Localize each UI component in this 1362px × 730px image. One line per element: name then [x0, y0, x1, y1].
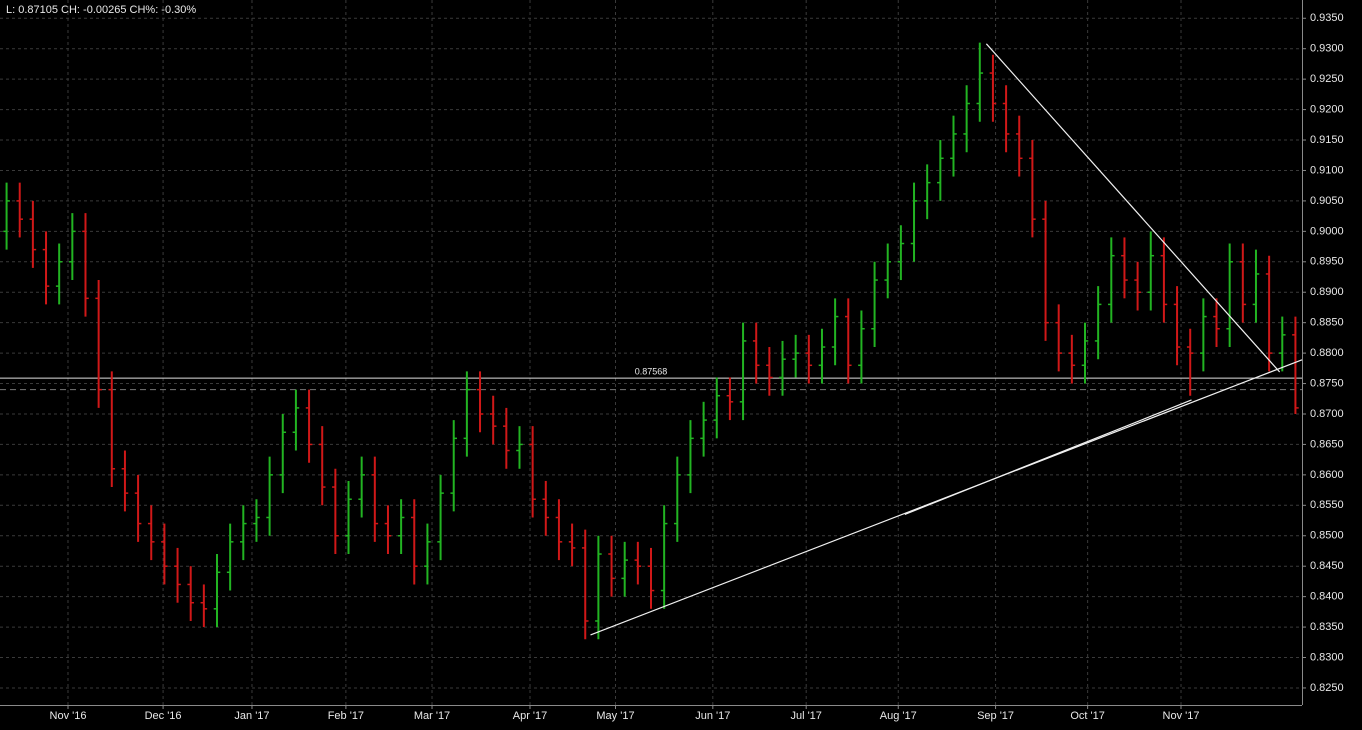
y-tick-label: 0.8300 — [1310, 651, 1344, 663]
y-tick-label: 0.8400 — [1310, 591, 1344, 603]
info-text: L: 0.87105 CH: -0.00265 CH%: -0.30% — [6, 4, 196, 16]
x-tick-label: Aug '17 — [880, 710, 917, 722]
y-tick-label: 0.8850 — [1310, 317, 1344, 329]
y-tick-label: 0.9150 — [1310, 134, 1344, 146]
x-tick-label: Oct '17 — [1070, 710, 1105, 722]
y-tick-label: 0.8700 — [1310, 408, 1344, 420]
x-tick-label: Nov '16 — [50, 710, 87, 722]
y-tick-label: 0.8450 — [1310, 560, 1344, 572]
y-tick-label: 0.9050 — [1310, 195, 1344, 207]
x-tick-label: May '17 — [596, 710, 634, 722]
y-tick-label: 0.9300 — [1310, 43, 1344, 55]
x-tick-label: Apr '17 — [513, 710, 548, 722]
trendline — [985, 43, 1281, 373]
x-tick-label: Jun '17 — [695, 710, 730, 722]
y-tick-label: 0.8550 — [1310, 499, 1344, 511]
x-tick-label: Nov '17 — [1163, 710, 1200, 722]
y-tick-label: 0.9100 — [1310, 164, 1344, 176]
y-tick-label: 0.8500 — [1310, 530, 1344, 542]
y-tick-label: 0.8900 — [1310, 286, 1344, 298]
y-tick-label: 0.8250 — [1310, 682, 1344, 694]
y-tick-label: 0.9200 — [1310, 103, 1344, 115]
y-tick-label: 0.9000 — [1310, 225, 1344, 237]
y-tick-label: 0.8350 — [1310, 621, 1344, 633]
y-tick-label: 0.8650 — [1310, 438, 1344, 450]
trendline — [904, 399, 1192, 516]
y-tick-label: 0.9350 — [1310, 12, 1344, 24]
level-label: 0.87568 — [635, 366, 668, 376]
y-tick-label: 0.8800 — [1310, 347, 1344, 359]
y-tick-label: 0.8750 — [1310, 377, 1344, 389]
x-tick-label: Mar '17 — [414, 710, 450, 722]
x-tick-label: Jan '17 — [234, 710, 269, 722]
y-tick-label: 0.8600 — [1310, 469, 1344, 481]
y-tick-label: 0.8950 — [1310, 256, 1344, 268]
x-tick-label: Jul '17 — [790, 710, 821, 722]
y-tick-label: 0.9250 — [1310, 73, 1344, 85]
x-tick-label: Feb '17 — [328, 710, 364, 722]
x-tick-label: Dec '16 — [145, 710, 182, 722]
x-tick-label: Sep '17 — [977, 710, 1014, 722]
